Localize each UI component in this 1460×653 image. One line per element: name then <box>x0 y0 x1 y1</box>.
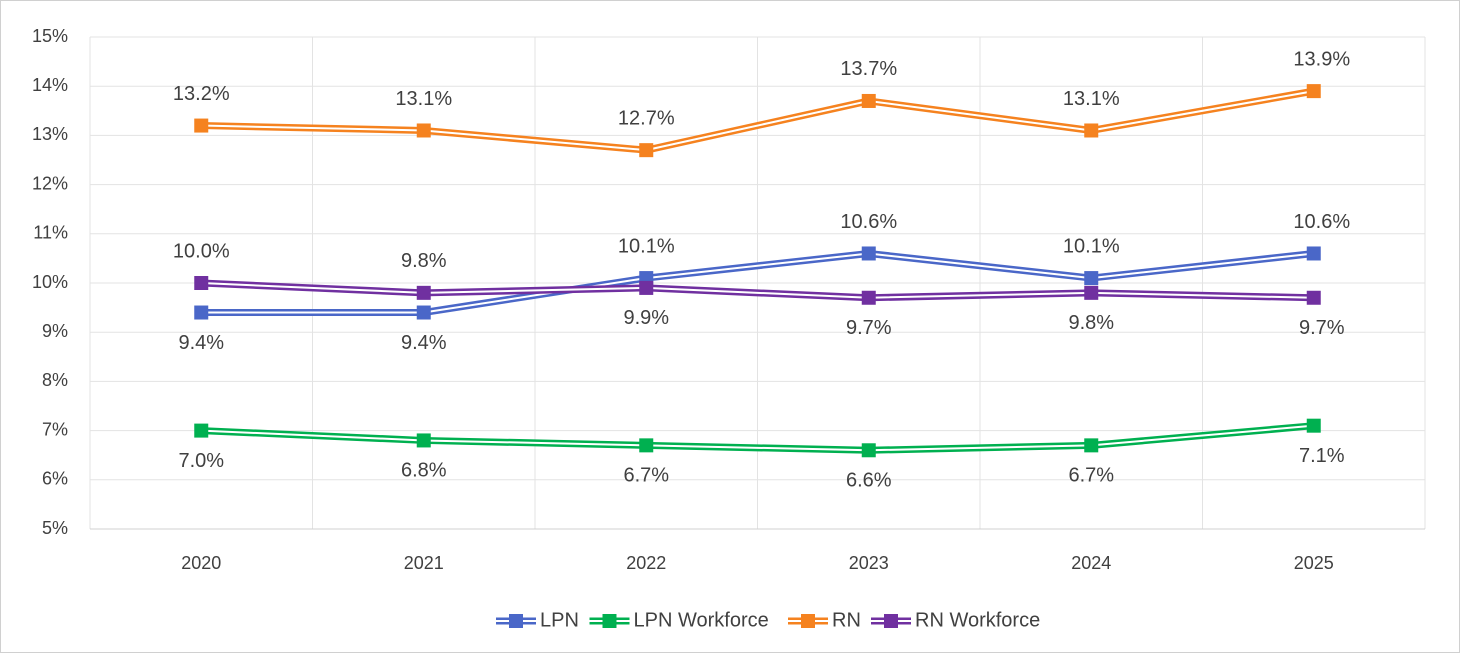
data-label: 10.0% <box>173 240 230 262</box>
marker <box>194 423 209 438</box>
marker <box>861 290 876 305</box>
y-tick-label: 6% <box>42 469 68 489</box>
data-label: 9.4% <box>178 332 224 354</box>
x-tick-label: 2025 <box>1294 553 1334 573</box>
marker <box>1084 123 1099 138</box>
data-label: 9.9% <box>623 307 669 329</box>
y-tick-label: 11% <box>33 223 68 243</box>
marker <box>416 305 431 320</box>
data-label: 6.7% <box>1068 465 1114 487</box>
marker <box>639 143 654 158</box>
marker <box>1306 84 1321 99</box>
legend-marker <box>801 614 815 628</box>
data-label: 10.6% <box>1293 211 1350 233</box>
data-label: 9.8% <box>401 250 447 272</box>
marker <box>1084 285 1099 300</box>
marker <box>416 433 431 448</box>
data-label: 13.9% <box>1293 48 1350 70</box>
y-tick-label: 13% <box>32 124 68 144</box>
marker <box>1084 438 1099 453</box>
marker <box>861 246 876 261</box>
x-tick-label: 2020 <box>181 553 221 573</box>
data-label: 13.1% <box>1063 88 1120 110</box>
data-label: 13.7% <box>840 58 897 80</box>
x-tick-label: 2023 <box>849 553 889 573</box>
legend-marker <box>884 614 898 628</box>
legend-marker <box>509 614 523 628</box>
marker <box>416 123 431 138</box>
legend-label: RN Workforce <box>915 609 1040 631</box>
x-tick-label: 2022 <box>626 553 666 573</box>
x-tick-label: 2024 <box>1071 553 1111 573</box>
marker <box>416 285 431 300</box>
marker <box>194 305 209 320</box>
marker <box>194 118 209 133</box>
series-line-inner <box>201 252 1314 314</box>
marker <box>194 276 209 290</box>
data-label: 9.8% <box>1068 312 1114 334</box>
y-tick-label: 15% <box>32 26 68 46</box>
data-label: 7.0% <box>178 450 224 472</box>
data-label: 7.1% <box>1299 445 1345 467</box>
legend-label: RN <box>832 609 861 631</box>
marker <box>1306 290 1321 305</box>
legend-label: LPN Workforce <box>634 609 769 631</box>
y-tick-label: 12% <box>32 173 68 193</box>
data-label: 6.8% <box>401 460 447 482</box>
y-tick-label: 7% <box>42 419 68 439</box>
y-tick-label: 5% <box>42 518 68 538</box>
marker <box>1084 271 1099 286</box>
data-label: 13.2% <box>173 83 230 105</box>
series-line-inner <box>201 282 1314 299</box>
y-tick-label: 14% <box>32 75 68 95</box>
series-line-inner <box>201 424 1314 452</box>
marker <box>1306 418 1321 433</box>
series-line-inner <box>201 90 1314 152</box>
marker <box>639 280 654 295</box>
data-label: 6.7% <box>623 465 669 487</box>
data-label: 10.6% <box>840 211 897 233</box>
data-label: 9.7% <box>846 317 892 339</box>
y-tick-label: 9% <box>42 321 68 341</box>
marker <box>861 443 876 458</box>
data-label: 12.7% <box>618 107 675 129</box>
data-label: 6.6% <box>846 470 892 492</box>
legend-marker <box>602 614 617 628</box>
marker <box>861 93 876 108</box>
data-label: 9.7% <box>1299 317 1345 339</box>
y-tick-label: 10% <box>32 272 68 292</box>
data-label: 10.1% <box>1063 235 1120 257</box>
data-label: 9.4% <box>401 332 447 354</box>
marker <box>1306 246 1321 261</box>
x-tick-label: 2021 <box>404 553 444 573</box>
data-label: 10.1% <box>618 235 675 257</box>
legend-label: LPN <box>540 609 579 631</box>
data-label: 13.1% <box>395 88 452 110</box>
marker <box>639 438 654 453</box>
y-tick-label: 8% <box>42 370 68 390</box>
